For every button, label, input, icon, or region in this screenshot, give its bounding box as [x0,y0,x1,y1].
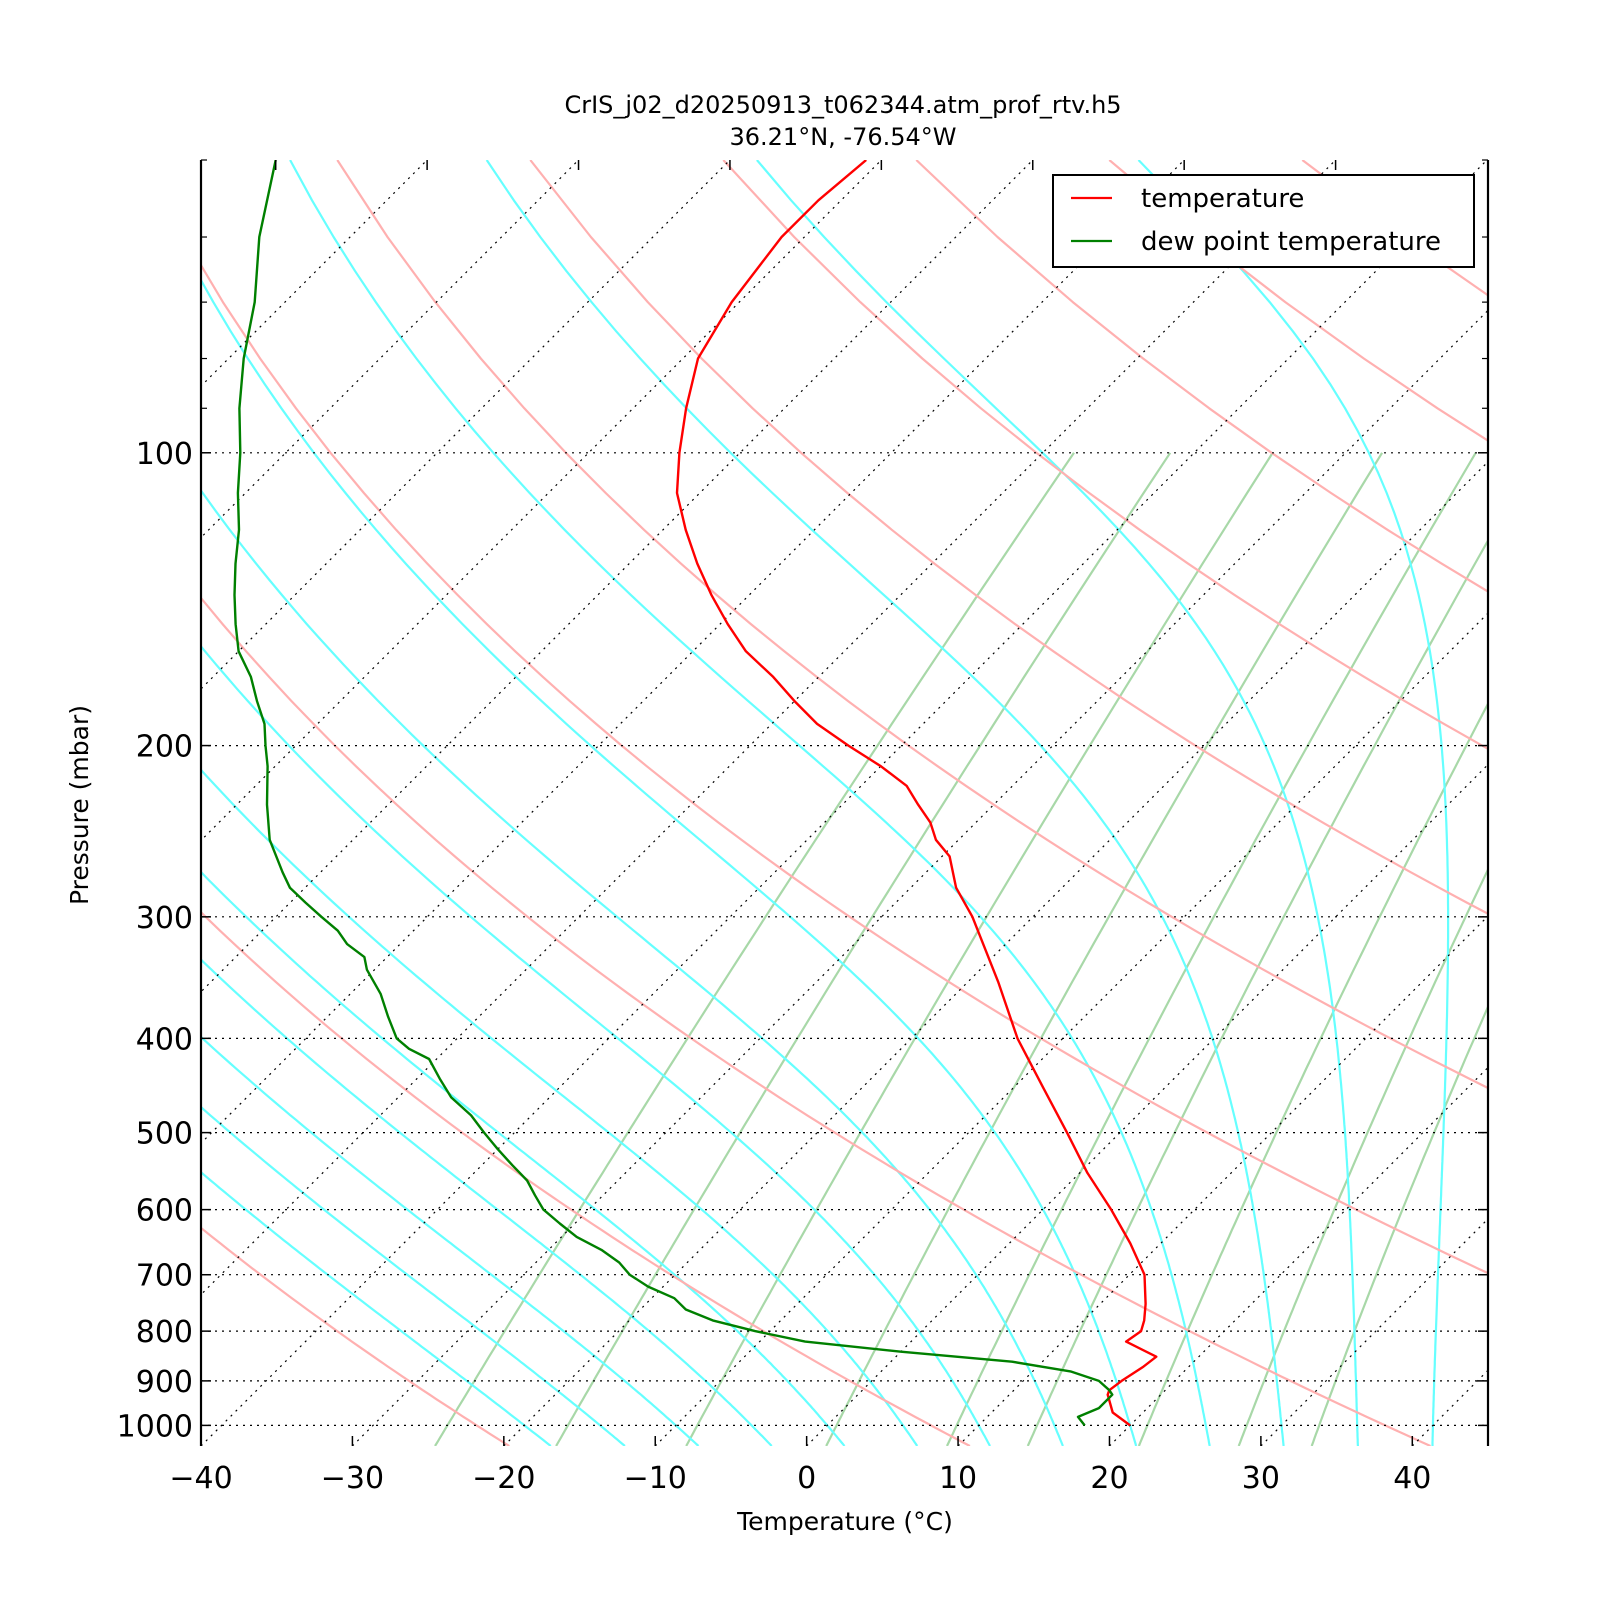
moist-adiabat-line [201,1035,700,1446]
y-tick-label: 800 [136,1315,193,1350]
profile-series [233,160,1158,1427]
plot-area [201,160,1488,1446]
y-tick-label: 500 [136,1117,193,1152]
y-tick-label: 100 [136,437,193,472]
legend-box [1052,174,1475,268]
x-tick-label: −30 [321,1461,384,1496]
y-tick-label: 700 [136,1259,193,1294]
y-tick-label: 300 [136,901,193,936]
dewpoint-line [233,160,1114,1427]
chart-subtitle: 36.21°N, -76.54°W [729,123,956,151]
moist-adiabat-line [201,768,919,1446]
mixing-ratio-line [434,452,1075,1446]
x-tick-label: 0 [797,1461,816,1496]
moist-adiabat-line [201,1105,626,1446]
x-tick-label: −20 [472,1461,535,1496]
moist-adiabat-line [201,958,773,1446]
dry-adiabat-lines [201,160,1488,1446]
mixing-ratio-line [1310,1004,1488,1446]
legend-label-temperature: temperature [1141,184,1304,214]
x-tick-label: −10 [624,1461,687,1496]
dry-adiabat-line [201,263,1488,1275]
axes-frame [199,160,1490,1446]
y-tick-label: 900 [136,1365,193,1400]
mixing-ratio-line [946,452,1477,1446]
moist-adiabat-line [289,160,1211,1446]
legend: temperature dew point temperature [1052,174,1475,268]
mixing-ratio-line [685,452,1274,1446]
legend-label-dewpoint: dew point temperature [1141,227,1441,257]
dry-adiabat-line [529,160,1488,916]
moist-adiabat-line [1137,160,1450,1446]
y-tick-label: 200 [136,730,193,765]
dry-adiabat-line [201,1226,510,1446]
x-axis-label: Temperature (°C) [736,1507,953,1536]
x-tick-label: −40 [169,1461,232,1496]
dry-adiabat-line [201,596,1431,1446]
y-tick-label: 1000 [117,1409,193,1444]
x-tick-label: 30 [1242,1461,1280,1496]
x-tick-label: 10 [939,1461,977,1496]
x-axis-ticks: −40 −30 −20 −10 0 10 20 30 40 [169,160,1431,1496]
y-tick-label: 600 [136,1194,193,1229]
pressure-grid-lines [201,452,1488,1427]
moist-adiabat-lines [201,160,1450,1446]
y-axis-label: Pressure (mbar) [65,705,94,905]
mixing-ratio-line [1237,867,1488,1446]
moist-adiabat-line [756,160,1359,1446]
dry-adiabat-line [201,910,971,1446]
moist-adiabat-line [201,870,846,1446]
x-tick-label: 20 [1090,1461,1128,1496]
mixing-ratio-line [555,452,1172,1446]
dry-adiabat-line [336,160,1488,1090]
chart-title: CrIS_j02_d20250913_t062344.atm_prof_rtv.… [564,91,1121,119]
y-tick-label: 400 [136,1022,193,1057]
moist-adiabat-line [201,277,1138,1446]
temperature-line [675,160,1158,1427]
y-axis-ticks: 100 200 300 400 500 600 700 800 900 1000 [117,159,1488,1444]
mixing-ratio-line [825,452,1384,1446]
x-tick-label: 40 [1393,1461,1431,1496]
